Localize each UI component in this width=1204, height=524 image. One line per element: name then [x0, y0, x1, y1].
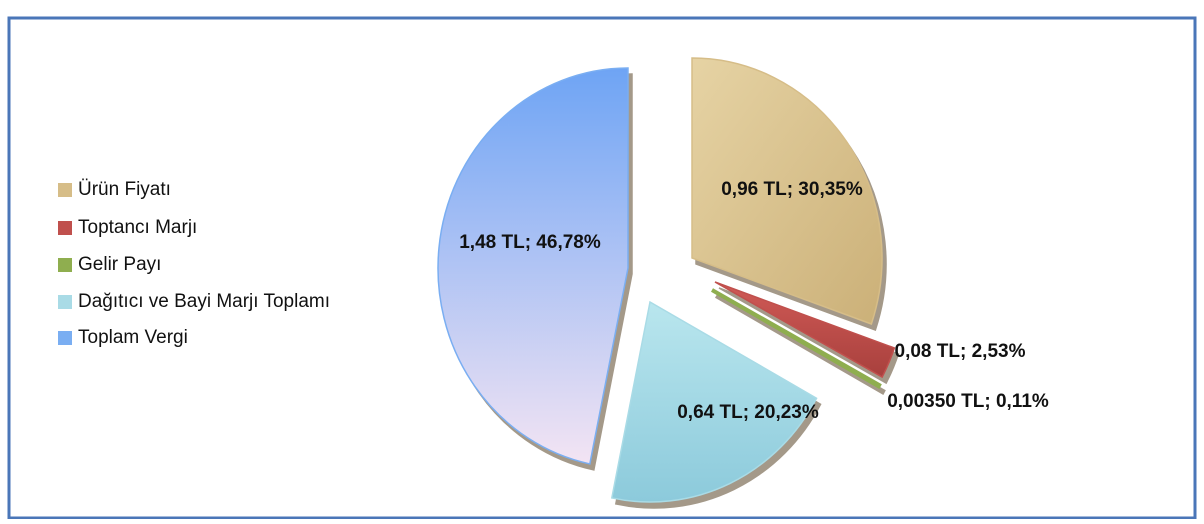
legend-label: Dağıtıcı ve Bayi Marjı Toplamı [78, 291, 330, 312]
data-label: 0,64 TL; 20,23% [677, 402, 819, 423]
legend-swatch [58, 258, 72, 272]
data-label: 0,00350 TL; 0,11% [887, 391, 1049, 412]
data-label: 1,48 TL; 46,78% [459, 232, 601, 253]
data-label: 0,96 TL; 30,35% [721, 179, 863, 200]
pie-slice [714, 281, 896, 379]
legend-label: Ürün Fiyatı [78, 179, 171, 200]
pie-slice [437, 67, 629, 465]
legend-label: Gelir Payı [78, 254, 161, 275]
legend-swatch [58, 295, 72, 309]
pie-slice [691, 57, 883, 325]
pie-slice [610, 300, 818, 503]
pie-slice [710, 288, 882, 390]
legend-swatch [58, 183, 72, 197]
legend-swatch [58, 221, 72, 235]
frame [7, 16, 1197, 520]
legend-swatch [58, 331, 72, 345]
legend-label: Toptancı Marjı [78, 217, 197, 238]
data-label: 0,08 TL; 2,53% [895, 341, 1026, 362]
legend-label: Toplam Vergi [78, 327, 188, 348]
